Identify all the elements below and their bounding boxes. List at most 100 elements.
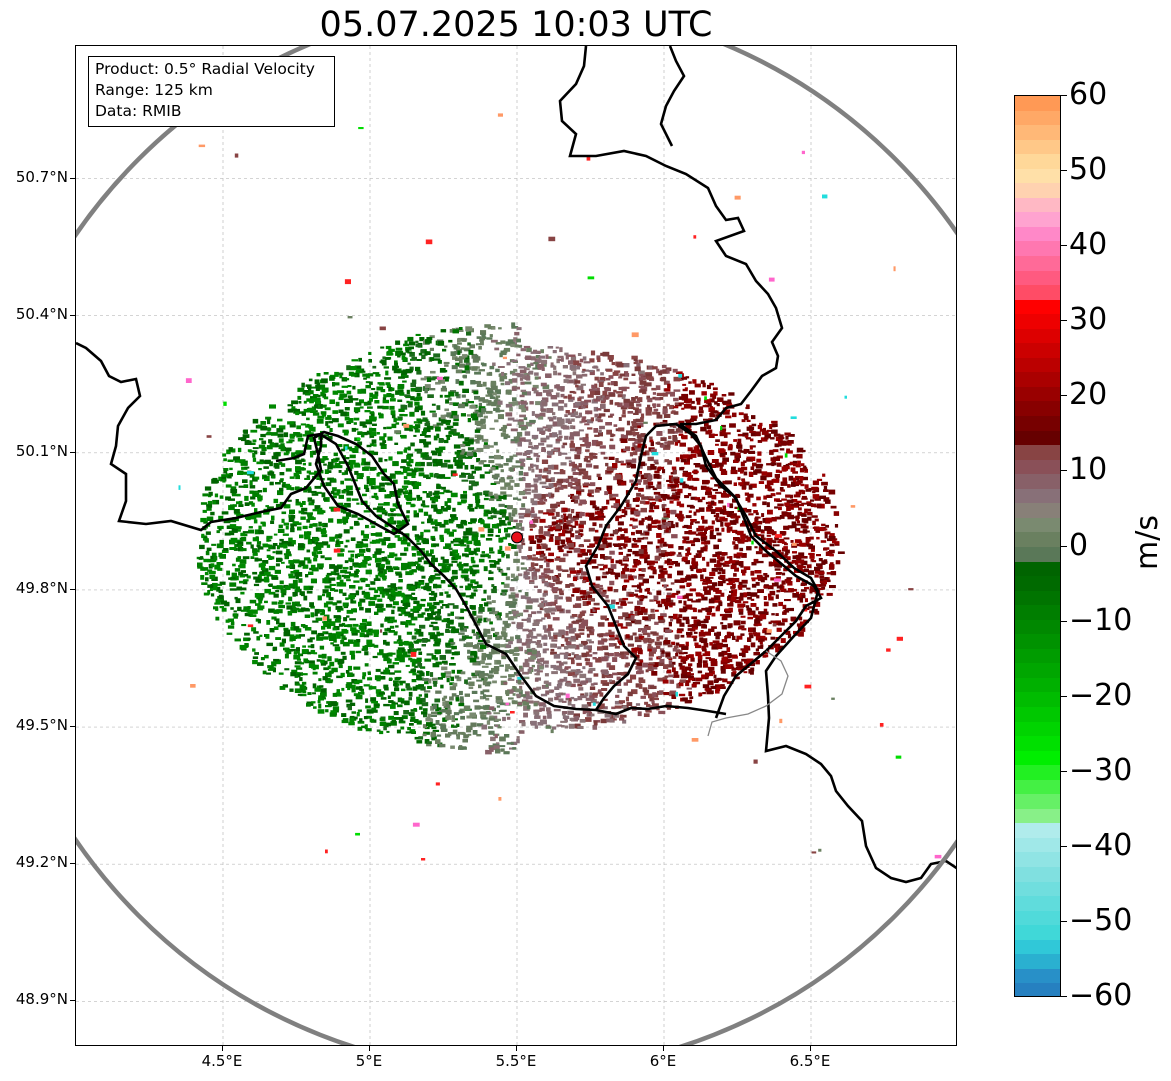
radar-map-panel[interactable] xyxy=(75,45,957,1046)
echo-pixel xyxy=(252,571,258,575)
echo-pixel xyxy=(295,475,300,480)
echo-pixel xyxy=(594,506,600,511)
echo-pixel xyxy=(416,675,422,680)
echo-pixel xyxy=(375,374,381,377)
echo-pixel xyxy=(743,448,747,454)
radar-map-canvas[interactable] xyxy=(76,46,957,1046)
echo-pixel xyxy=(718,448,725,453)
echo-pixel xyxy=(587,493,592,496)
echo-pixel xyxy=(721,643,728,648)
echo-pixel xyxy=(269,628,275,633)
echo-pixel xyxy=(636,422,644,428)
echo-pixel xyxy=(635,359,639,364)
echo-pixel xyxy=(780,588,787,592)
echo-pixel xyxy=(327,415,332,420)
echo-pixel xyxy=(652,403,656,407)
echo-pixel xyxy=(289,562,294,566)
echo-pixel xyxy=(469,507,475,512)
echo-pixel xyxy=(434,657,438,661)
echo-pixel xyxy=(329,633,337,639)
echo-pixel xyxy=(709,658,715,661)
echo-pixel xyxy=(368,427,373,433)
echo-pixel xyxy=(261,460,267,464)
echo-pixel xyxy=(440,606,444,609)
echo-pixel xyxy=(624,664,629,668)
echo-pixel xyxy=(414,429,420,433)
echo-pixel xyxy=(545,664,549,668)
echo-pixel xyxy=(701,607,707,611)
echo-pixel xyxy=(353,580,360,583)
echo-pixel xyxy=(490,495,495,499)
echo-pixel xyxy=(218,527,222,531)
echo-pixel xyxy=(408,613,414,618)
echo-pixel xyxy=(271,661,277,667)
echo-pixel xyxy=(605,462,609,467)
echo-pixel xyxy=(309,399,314,404)
echo-pixel xyxy=(667,551,673,557)
echo-pixel xyxy=(664,441,670,444)
echo-pixel xyxy=(781,498,787,501)
echo-pixel xyxy=(741,579,748,584)
echo-pixel xyxy=(563,661,568,665)
echo-pixel xyxy=(345,684,353,688)
echo-pixel xyxy=(634,611,640,616)
echo-pixel xyxy=(787,588,791,592)
echo-pixel xyxy=(615,694,620,698)
echo-pixel xyxy=(751,423,757,427)
echo-pixel xyxy=(804,586,810,590)
echo-pixel xyxy=(541,448,546,452)
echo-pixel xyxy=(499,478,506,483)
echo-pixel xyxy=(608,629,612,633)
echo-pixel xyxy=(567,482,573,487)
echo-pixel xyxy=(592,693,598,696)
echo-pixel xyxy=(295,634,301,639)
echo-pixel xyxy=(803,607,810,610)
echo-pixel xyxy=(631,446,638,451)
echo-pixel xyxy=(584,419,588,422)
echo-pixel xyxy=(495,409,501,413)
echo-pixel xyxy=(510,439,518,444)
echo-pixel xyxy=(364,461,371,466)
echo-pixel xyxy=(537,367,542,370)
echo-pixel xyxy=(415,629,422,634)
echo-pixel xyxy=(354,365,362,370)
echo-pixel xyxy=(461,402,468,407)
echo-pixel xyxy=(705,615,710,620)
echo-pixel xyxy=(218,589,223,594)
echo-pixel xyxy=(561,692,566,696)
echo-pixel xyxy=(476,615,483,618)
echo-pixel xyxy=(411,592,416,595)
echo-pixel xyxy=(432,626,439,631)
echo-pixel xyxy=(658,565,664,569)
echo-pixel xyxy=(632,565,638,568)
echo-pixel xyxy=(615,516,619,522)
echo-pixel xyxy=(590,417,594,422)
echo-pixel xyxy=(671,661,676,665)
echo-pixel xyxy=(556,665,562,668)
echo-pixel xyxy=(755,648,759,652)
echo-pixel xyxy=(609,533,615,537)
echo-pixel xyxy=(461,569,469,574)
echo-pixel xyxy=(673,431,678,434)
echo-pixel xyxy=(693,631,698,634)
echo-pixel xyxy=(215,608,219,611)
echo-pixel xyxy=(228,498,235,501)
echo-pixel xyxy=(254,529,260,535)
echo-pixel xyxy=(634,636,641,640)
echo-pixel xyxy=(452,729,458,735)
echo-pixel xyxy=(569,436,575,440)
echo-pixel xyxy=(702,648,707,652)
echo-pixel xyxy=(336,600,342,604)
echo-pixel xyxy=(613,370,621,373)
echo-pixel xyxy=(578,412,582,418)
echo-pixel xyxy=(416,370,422,375)
echo-pixel xyxy=(455,391,459,397)
echo-pixel xyxy=(451,410,458,416)
echo-pixel xyxy=(539,597,545,601)
echo-pixel xyxy=(346,579,351,582)
echo-pixel xyxy=(392,479,398,484)
echo-pixel xyxy=(497,566,501,571)
echo-pixel xyxy=(715,443,719,446)
echo-pixel xyxy=(680,373,684,378)
echo-pixel xyxy=(362,449,366,455)
